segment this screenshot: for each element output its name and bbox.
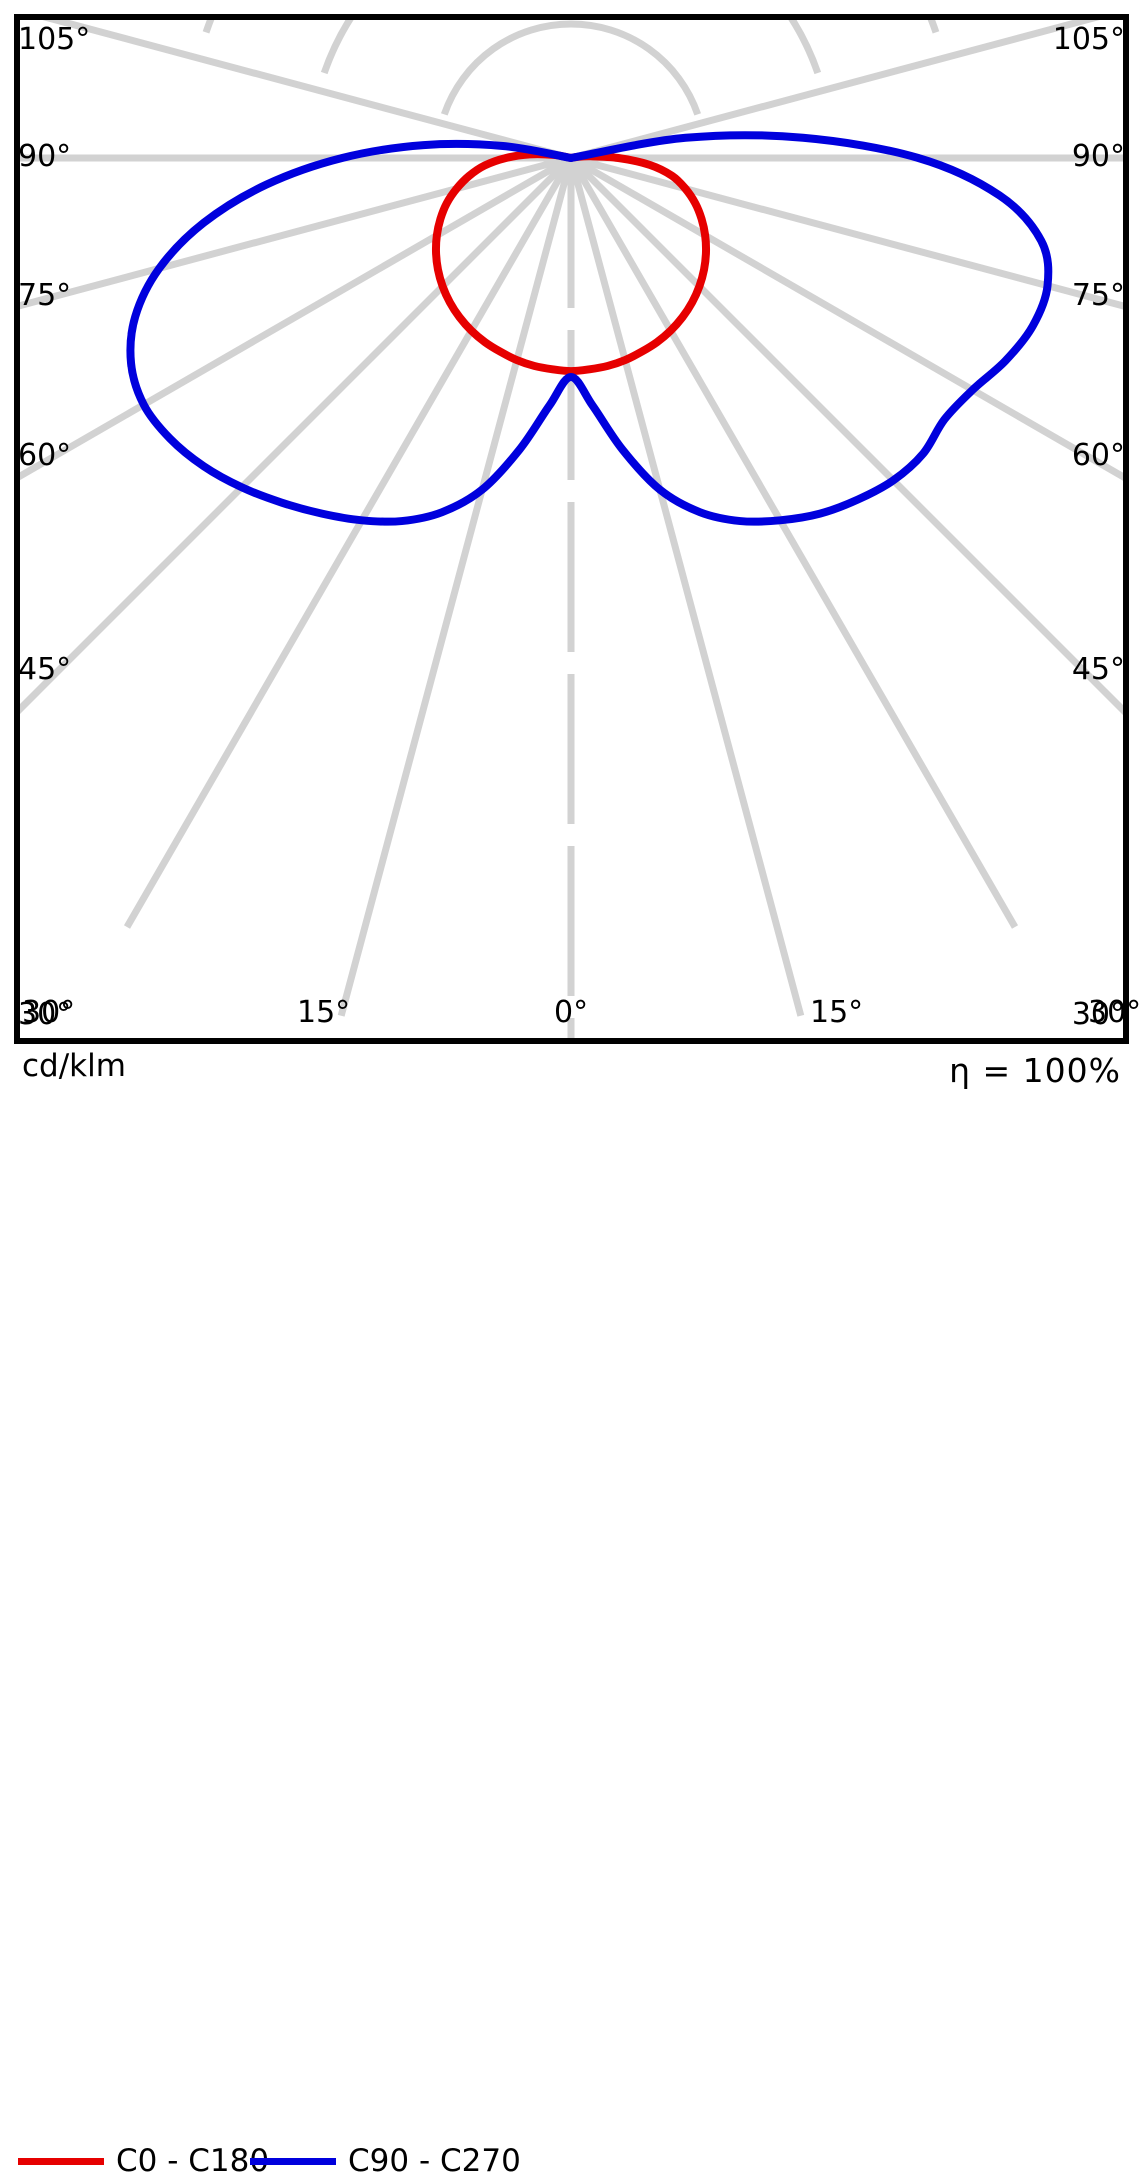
grid-ray-30 [567,156,1019,929]
grid-ray-75 [570,154,1123,310]
legend-label-c0-c180: C0 - C180 [116,2142,270,2179]
grid-ray--30 [123,156,575,929]
polar-grid [20,20,1123,1038]
grid-ring-1 [320,20,822,75]
curve-c0-c180 [431,150,711,376]
angle-label-bottom-1: 15° [297,995,351,1030]
grid-ray-60 [569,154,1123,481]
angle-label-right-2: 75° [1071,278,1125,313]
grid-ray--105 [42,20,572,162]
unit-label: cd/klm [22,1048,126,1084]
polar-grid-and-curves [20,20,1123,1038]
grid-ray-15 [567,157,805,1017]
angle-label-right-5: 30° [1071,997,1125,1032]
grid-ray--15 [337,157,575,1017]
chart-legend: C0 - C180 C90 - C270 [0,1046,1143,2176]
efficiency-label: η = 100% [949,1051,1121,1090]
angle-label-bottom-2: 0° [554,995,589,1030]
angle-label-left-4: 45° [18,652,72,687]
grid-ray-105 [570,20,1100,162]
polar-curves [126,131,1053,526]
curve-c90-c270 [126,131,1053,526]
angle-label-right-4: 45° [1071,652,1125,687]
legend-swatch-c90-c270 [250,2157,336,2165]
legend-entry-c0-c180[interactable]: C0 - C180 [18,2144,269,2178]
legend-swatch-c0-c180 [18,2157,104,2165]
angle-label-right-0: 105° [1052,22,1125,57]
angle-label-bottom-0: 30° [22,995,76,1030]
angle-label-left-3: 60° [18,438,72,473]
polar-plot-frame [14,14,1129,1044]
grid-ray-45 [568,155,1123,715]
angle-label-left-2: 75° [18,278,72,313]
angle-label-bottom-4: 30° [1088,995,1142,1030]
angle-label-right-3: 60° [1071,438,1125,473]
angle-label-left-0: 105° [18,22,91,57]
grid-ray--45 [20,155,574,714]
polar-chart-page: cd/klm η = 100% C0 - C180 C90 - C270 105… [0,14,1143,2176]
grid-ray--75 [20,154,572,310]
angle-label-left-5: 30° [18,997,72,1032]
legend-label-c90-c270: C90 - C270 [348,2142,521,2179]
grid-ray--60 [20,154,573,481]
angle-label-right-1: 90° [1071,139,1125,174]
angle-label-bottom-3: 15° [810,995,864,1030]
grid-ring-0 [440,20,702,116]
angle-label-left-1: 90° [18,139,72,174]
legend-entry-c90-c270[interactable]: C90 - C270 [250,2144,521,2178]
